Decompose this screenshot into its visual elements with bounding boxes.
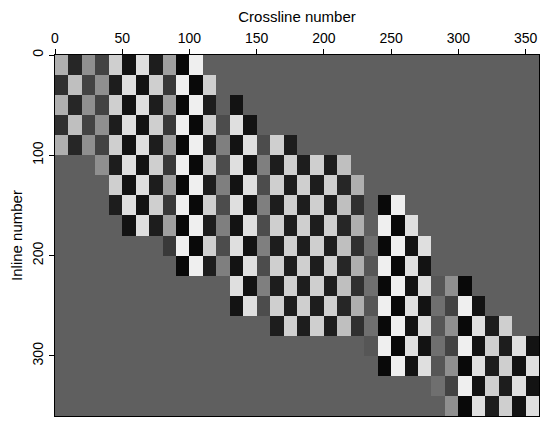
- svg-text:Inline number: Inline number: [8, 190, 25, 281]
- svg-text:300: 300: [447, 30, 471, 46]
- svg-text:Crossline number: Crossline number: [238, 8, 356, 25]
- svg-text:0: 0: [30, 49, 46, 57]
- svg-text:200: 200: [30, 242, 46, 266]
- svg-text:350: 350: [514, 30, 538, 46]
- svg-text:100: 100: [30, 141, 46, 165]
- svg-text:300: 300: [30, 342, 46, 366]
- svg-text:150: 150: [245, 30, 269, 46]
- svg-text:200: 200: [312, 30, 336, 46]
- svg-text:50: 50: [114, 30, 130, 46]
- svg-text:0: 0: [51, 30, 59, 46]
- svg-text:250: 250: [379, 30, 403, 46]
- svg-text:100: 100: [178, 30, 202, 46]
